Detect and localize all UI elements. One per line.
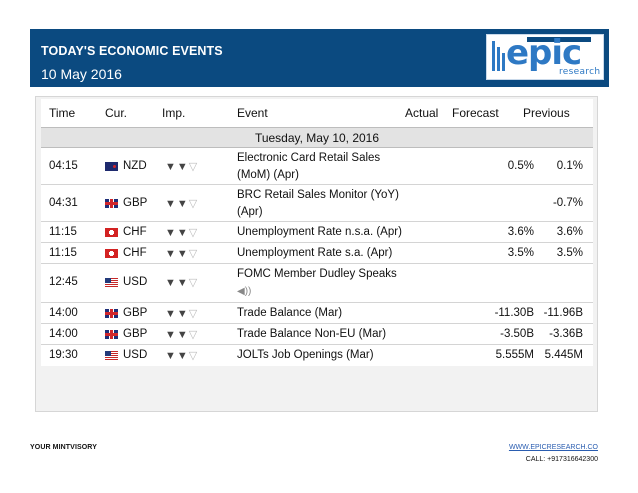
row-time: 04:15 — [49, 160, 78, 172]
row-event: Unemployment Rate n.s.a. (Apr) — [237, 226, 402, 238]
importance-bulls-icon: ▼▼▽ — [165, 277, 199, 289]
uk-flag-icon — [105, 309, 118, 321]
row-event: Trade Balance (Mar) — [237, 307, 343, 319]
row-currency: USD — [123, 276, 148, 288]
row-previous: 5.445M — [544, 349, 583, 361]
footer-tagline: YOUR MINTVISORY — [30, 444, 97, 451]
footer-phone: CALL: +917316642300 — [525, 456, 598, 463]
row-previous: -3.36B — [549, 328, 583, 340]
importance-bulls-icon: ▼▼▽ — [165, 161, 199, 173]
header-previous: Previous — [523, 106, 570, 120]
row-time: 12:45 — [49, 276, 78, 288]
table-row: 04:31 GBP ▼▼▽ BRC Retail Sales Monitor (… — [41, 185, 593, 222]
table-row: 12:45 USD ▼▼▽ FOMC Member Dudley Speaks ◀… — [41, 264, 593, 303]
row-currency: USD — [123, 349, 148, 361]
row-currency: GBP — [123, 328, 148, 340]
row-event: BRC Retail Sales Monitor (YoY) (Apr) — [237, 189, 399, 218]
row-time: 11:15 — [49, 226, 77, 238]
row-previous: -0.7% — [552, 197, 583, 209]
header-importance: Imp. — [162, 106, 186, 120]
row-currency: CHF — [123, 247, 147, 259]
table-row: 14:00 GBP ▼▼▽ Trade Balance Non-EU (Mar)… — [41, 324, 593, 345]
row-event: FOMC Member Dudley Speaks ◀)) — [237, 268, 397, 297]
row-time: 04:31 — [49, 197, 78, 209]
footer-website-link[interactable]: WWW.EPICRESEARCH.CO — [508, 444, 598, 451]
header-currency: Cur. — [105, 106, 128, 120]
header-time: Time — [49, 106, 76, 120]
row-event: Electronic Card Retail Sales (MoM) (Apr) — [237, 152, 381, 181]
table-row: 04:15 NZD ▼▼▽ Electronic Card Retail Sal… — [41, 148, 593, 185]
row-forecast: 5.555M — [495, 349, 534, 361]
row-currency: CHF — [123, 226, 147, 238]
row-previous: 0.1% — [556, 160, 583, 172]
day-row: Tuesday, May 10, 2016 — [41, 128, 593, 148]
table-row: 19:30 USD ▼▼▽ JOLTs Job Openings (Mar) 5… — [41, 345, 593, 366]
row-time: 19:30 — [49, 349, 78, 361]
page-title: TODAY'S ECONOMIC EVENTS — [41, 44, 223, 58]
page-date: 10 May 2016 — [41, 66, 122, 82]
row-forecast: -11.30B — [494, 307, 534, 319]
row-event: Trade Balance Non-EU (Mar) — [237, 328, 387, 340]
importance-bulls-icon: ▼▼▽ — [165, 308, 199, 320]
logo-word: epic — [506, 33, 582, 73]
ch-flag-icon — [105, 228, 118, 240]
importance-bulls-icon: ▼▼▽ — [165, 329, 199, 341]
nz-flag-icon — [105, 162, 118, 174]
header-event: Event — [237, 106, 268, 120]
table-row: 11:15 CHF ▼▼▽ Unemployment Rate n.s.a. (… — [41, 222, 593, 243]
header-actual: Actual — [405, 106, 439, 120]
row-forecast: 3.6% — [507, 226, 534, 238]
row-time: 14:00 — [49, 328, 78, 340]
row-previous: 3.5% — [556, 247, 583, 259]
importance-bulls-icon: ▼▼▽ — [165, 227, 199, 239]
importance-bulls-icon: ▼▼▽ — [165, 198, 199, 210]
row-currency: NZD — [123, 160, 147, 172]
row-forecast: 0.5% — [507, 160, 534, 172]
row-event: Unemployment Rate s.a. (Apr) — [237, 247, 393, 259]
logo-subtext: research — [559, 67, 601, 77]
logo-mark-icon — [492, 41, 505, 71]
importance-bulls-icon: ▼▼▽ — [165, 350, 199, 362]
row-previous: -11.96B — [543, 307, 583, 319]
importance-bulls-icon: ▼▼▽ — [165, 248, 199, 260]
row-currency: GBP — [123, 307, 148, 319]
uk-flag-icon — [105, 330, 118, 342]
logo-tagline-bar — [527, 37, 591, 42]
header-forecast: Forecast — [452, 106, 499, 120]
table-header: Time Cur. Imp. Event Actual Forecast Pre… — [41, 99, 593, 128]
row-event: JOLTs Job Openings (Mar) — [237, 349, 374, 361]
row-previous: 3.6% — [556, 226, 583, 238]
row-forecast: 3.5% — [507, 247, 534, 259]
us-flag-icon — [105, 351, 118, 363]
row-time: 11:15 — [49, 247, 77, 259]
row-currency: GBP — [123, 197, 148, 209]
row-forecast: -3.50B — [500, 328, 534, 340]
ch-flag-icon — [105, 249, 118, 261]
row-time: 14:00 — [49, 307, 78, 319]
table-row: 11:15 CHF ▼▼▽ Unemployment Rate s.a. (Ap… — [41, 243, 593, 264]
epic-research-logo: epic research — [486, 34, 604, 80]
table-row: 14:00 GBP ▼▼▽ Trade Balance (Mar) -11.30… — [41, 303, 593, 324]
us-flag-icon — [105, 278, 118, 290]
uk-flag-icon — [105, 199, 118, 211]
megaphone-icon: ◀)) — [237, 286, 252, 297]
economic-events-table: Time Cur. Imp. Event Actual Forecast Pre… — [35, 96, 598, 412]
